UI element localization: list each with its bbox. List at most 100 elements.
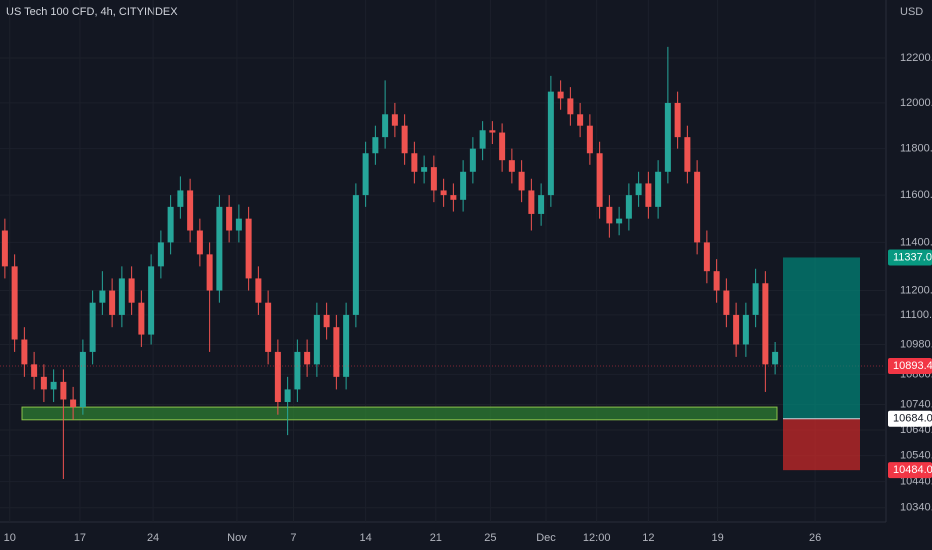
candle-body: [138, 302, 145, 335]
y-tick-label: 11100.0: [900, 309, 932, 321]
x-tick-label: Nov: [227, 532, 247, 544]
x-tick-label: 24: [147, 532, 159, 544]
x-tick-label: 19: [711, 532, 723, 544]
candle-body: [596, 153, 603, 207]
y-tick-label: 10640.0: [900, 424, 932, 436]
candle-body: [645, 183, 652, 207]
candle-body: [772, 351, 779, 365]
currency: USD: [900, 6, 923, 18]
y-tick-label: 11200.0: [900, 284, 932, 296]
candle-body: [118, 278, 125, 315]
candle-body: [391, 114, 398, 126]
candle-body: [518, 171, 525, 191]
x-tick-label: 12: [642, 532, 654, 544]
y-tick-label: 10340.0: [900, 502, 932, 514]
candle-body: [733, 314, 740, 345]
candle-body: [362, 153, 369, 196]
candle-body: [245, 218, 252, 279]
candle-body: [40, 376, 47, 390]
x-tick-label: 25: [484, 532, 496, 544]
candle-body: [148, 266, 155, 335]
y-tick-label: 11600.0: [900, 189, 932, 201]
x-tick-label: 14: [359, 532, 371, 544]
candle-body: [274, 351, 281, 403]
candle-body: [11, 266, 18, 340]
candle-body: [79, 351, 86, 408]
x-tick-label: Dec: [536, 532, 556, 544]
candle-body: [89, 302, 96, 352]
support-zone: [21, 406, 778, 421]
candle-body: [235, 218, 242, 231]
candle-body: [21, 339, 28, 365]
candle-body: [128, 278, 135, 303]
price-tag-bg: [888, 410, 932, 427]
candle-body: [206, 254, 213, 291]
candle-body: [762, 283, 769, 365]
candle-body: [382, 114, 389, 138]
price-tag: 10684.0: [893, 413, 932, 425]
y-tick-label: 10540.0: [900, 450, 932, 462]
candle-body: [401, 125, 408, 154]
x-tick-label: 12:00: [583, 532, 611, 544]
candle-body: [1, 230, 8, 267]
y-tick-label: 10440.0: [900, 475, 932, 487]
y-tick-label: 11400.0: [900, 236, 932, 248]
x-tick-label: 17: [74, 532, 86, 544]
candle-body: [294, 351, 301, 390]
candle-body: [684, 137, 691, 172]
candle-body: [99, 290, 106, 303]
y-tick-label: 10740.0: [900, 398, 932, 410]
candle-body: [567, 98, 574, 115]
candle-body: [460, 171, 467, 200]
price-tag-bg: [888, 358, 932, 375]
candle-body: [255, 278, 262, 303]
candle-body: [304, 351, 311, 365]
candle-body: [450, 195, 457, 200]
candle-body: [265, 302, 272, 352]
candle-body: [323, 314, 330, 328]
profit-zone: [783, 257, 860, 419]
candle-body: [703, 242, 710, 272]
candle-body: [713, 271, 720, 291]
candle-body: [421, 167, 428, 172]
candle-body: [557, 91, 564, 99]
candle-body: [313, 314, 320, 365]
price-tag-bg: [888, 462, 932, 479]
candle-body: [196, 230, 203, 255]
x-tick-label: 21: [430, 532, 442, 544]
stop-zone: [783, 418, 860, 471]
candle-body: [70, 399, 77, 408]
candle-body: [723, 290, 730, 315]
candle-body: [655, 171, 662, 207]
candle-body: [499, 132, 506, 161]
candle-body: [606, 206, 613, 224]
candle-body: [664, 102, 671, 172]
candle-body: [226, 206, 233, 231]
candle-body: [284, 389, 291, 403]
candle-body: [352, 195, 359, 315]
price-tag: 10484.0: [893, 464, 932, 476]
x-tick-label: 26: [809, 532, 821, 544]
candle-body: [616, 218, 623, 224]
candle-body: [440, 190, 447, 196]
candle-body: [372, 137, 379, 154]
candle-body: [508, 160, 515, 172]
chart-title: US Tech 100 CFD, 4h, CITYINDEX: [6, 6, 178, 18]
candle-body: [547, 91, 554, 196]
candle-body: [167, 206, 174, 243]
price-tag: 11337.0: [893, 251, 932, 263]
candle-body: [635, 183, 642, 196]
candle-body: [31, 364, 38, 377]
candle-body: [674, 102, 681, 138]
candle-body: [109, 290, 116, 315]
candle-body: [694, 171, 701, 243]
candle-body: [752, 283, 759, 315]
candle-body: [430, 167, 437, 191]
candle-body: [577, 114, 584, 126]
candle-body: [742, 314, 749, 345]
candle-body: [538, 195, 545, 214]
candle-body: [479, 130, 486, 149]
candle-body: [157, 242, 164, 267]
